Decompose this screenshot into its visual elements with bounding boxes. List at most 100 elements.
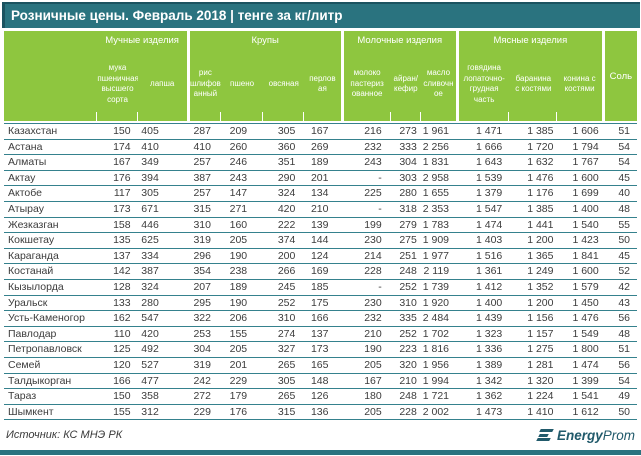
value-cell: 1 606 — [557, 124, 602, 140]
table-row: Талдыкорган 166 477 242 229 305 148 167 210 1 994… — [4, 374, 637, 390]
column-header-noodles: лапша — [137, 47, 187, 121]
page-title: Розничные цены. Февраль 2018 | тенге за … — [2, 2, 640, 28]
city-cell: Усть-Каменогор — [4, 311, 98, 327]
value-cell: 1 275 — [509, 342, 558, 358]
value-cell: 310 — [263, 311, 305, 327]
value-cell: 1 643 — [456, 155, 510, 171]
city-cell: Алматы — [4, 155, 98, 171]
value-cell: 180 — [340, 389, 391, 405]
value-cell: 55 — [601, 218, 637, 234]
city-cell: Жезказган — [4, 218, 98, 234]
value-cell: 492 — [137, 342, 187, 358]
value-cell: 166 — [304, 311, 341, 327]
value-cell: 1 200 — [509, 233, 558, 249]
value-cell: 1 400 — [456, 296, 510, 312]
city-cell: Павлодар — [4, 327, 98, 343]
column-header-horsemeat: конина с костями — [557, 47, 602, 121]
value-cell: 135 — [97, 233, 138, 249]
value-cell: 190 — [220, 249, 264, 265]
value-cell: 229 — [186, 405, 221, 421]
value-cell: 271 — [220, 202, 264, 218]
value-cell: 305 — [137, 186, 187, 202]
value-cell: 162 — [97, 311, 138, 327]
group-header-flour: Мучные изделия — [97, 31, 187, 47]
value-cell: 319 — [186, 358, 221, 374]
value-cell: 333 — [390, 140, 421, 156]
value-cell: 1 516 — [456, 249, 510, 265]
value-cell: 56 — [601, 358, 637, 374]
table-row: Астана 174 410 410 260 360 269 232 333 2 256 1 666… — [4, 140, 637, 156]
value-cell: 320 — [390, 358, 421, 374]
value-cell: 214 — [340, 249, 391, 265]
table-row: Уральск 133 280 295 190 252 175 230 310 1 920 1 40… — [4, 296, 637, 312]
table-row: Казахстан 150 405 287 209 305 167 216 273 1 961 1 … — [4, 124, 637, 140]
value-cell: 166 — [97, 374, 138, 390]
value-cell: 167 — [340, 374, 391, 390]
value-cell: 324 — [263, 186, 305, 202]
column-header-mutton: баранина с костями — [509, 47, 558, 121]
value-cell: 248 — [390, 389, 421, 405]
logo-text: EnergyProm — [556, 427, 635, 443]
value-cell: 1 323 — [456, 327, 510, 343]
value-cell: 190 — [340, 342, 391, 358]
value-cell: 142 — [97, 264, 138, 280]
value-cell: 1 831 — [420, 155, 457, 171]
value-cell: 327 — [263, 342, 305, 358]
value-cell: 147 — [220, 186, 264, 202]
value-cell: 232 — [340, 311, 391, 327]
column-header-millet: пшено — [220, 47, 264, 121]
table-row: Алматы 167 349 257 246 351 189 243 304 1 831 1 643… — [4, 155, 637, 171]
value-cell: 394 — [137, 171, 187, 187]
column-header-kefir: айран/ кефир — [390, 47, 421, 121]
column-header-beef: говядина лопаточно- грудная часть — [456, 47, 510, 121]
value-cell: 120 — [97, 358, 138, 374]
value-cell: 269 — [304, 140, 341, 156]
value-cell: 1 361 — [456, 264, 510, 280]
value-cell: 410 — [137, 140, 187, 156]
value-cell: 173 — [97, 202, 138, 218]
value-cell: 1 956 — [420, 358, 457, 374]
value-cell: 1 336 — [456, 342, 510, 358]
value-cell: 252 — [263, 296, 305, 312]
value-cell: 230 — [340, 296, 391, 312]
value-cell: 1 224 — [509, 389, 558, 405]
table-row: Шымкент 155 312 229 176 315 136 205 228 2 002 1 47… — [4, 405, 637, 421]
value-cell: 165 — [304, 358, 341, 374]
bottom-accent-bar — [0, 450, 641, 455]
value-cell: 48 — [601, 202, 637, 218]
value-cell: 305 — [263, 374, 305, 390]
value-cell: 265 — [263, 389, 305, 405]
value-cell: 1 474 — [557, 358, 602, 374]
value-cell: 1 176 — [509, 186, 558, 202]
value-cell: 40 — [601, 186, 637, 202]
value-cell: 160 — [220, 218, 264, 234]
value-cell: 1 281 — [509, 358, 558, 374]
value-cell: 387 — [137, 264, 187, 280]
value-cell: 50 — [601, 233, 637, 249]
value-cell: 358 — [137, 389, 187, 405]
value-cell: 200 — [263, 249, 305, 265]
city-column-header — [4, 31, 98, 121]
group-header-cereals: Крупы — [186, 31, 341, 47]
column-header-rice: рис шлифов анный — [186, 47, 222, 121]
value-cell: 148 — [304, 374, 341, 390]
value-cell: 322 — [186, 311, 221, 327]
value-cell: 144 — [304, 233, 341, 249]
value-cell: 228 — [390, 405, 421, 421]
value-cell: 229 — [220, 374, 264, 390]
value-cell: 43 — [601, 296, 637, 312]
value-cell: 1 200 — [509, 296, 558, 312]
value-cell: 1 423 — [557, 233, 602, 249]
table-row: Караганда 137 334 296 190 200 124 214 251 1 977 1 … — [4, 249, 637, 265]
value-cell: 1 600 — [557, 171, 602, 187]
value-cell: 1 389 — [456, 358, 510, 374]
value-cell: 446 — [137, 218, 187, 234]
value-cell: 205 — [340, 358, 391, 374]
value-cell: 354 — [186, 264, 221, 280]
value-cell: 1 471 — [456, 124, 510, 140]
value-cell: 1 385 — [509, 124, 558, 140]
value-cell: 251 — [390, 249, 421, 265]
value-cell: 1 920 — [420, 296, 457, 312]
value-cell: 201 — [220, 358, 264, 374]
group-header-dairy: Молочные изделия — [340, 31, 457, 47]
